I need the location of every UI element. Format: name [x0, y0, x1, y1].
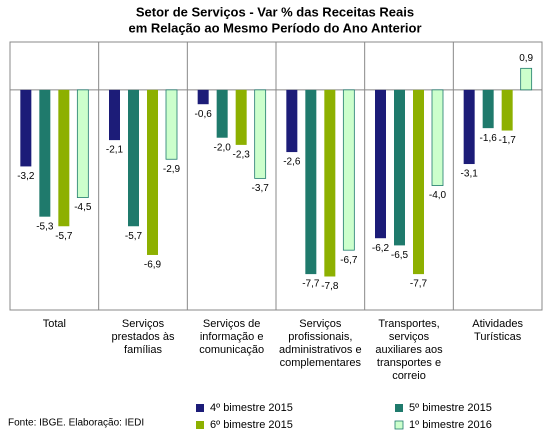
- legend-label: 5º bimestre 2015: [409, 402, 492, 414]
- legend-label: 6º bimestre 2015: [210, 419, 293, 431]
- bar: [254, 89, 267, 179]
- bar: [165, 89, 178, 160]
- x-tick-label: Turísticas: [474, 331, 522, 343]
- x-tick-label: serviços: [389, 331, 430, 343]
- data-label: -2,3: [233, 150, 251, 161]
- x-tick-label: complementares: [280, 357, 362, 369]
- data-label: -2,1: [106, 145, 124, 156]
- data-label: -5,3: [36, 221, 54, 232]
- data-label: -3,7: [252, 183, 270, 194]
- data-label: -1,6: [480, 133, 498, 144]
- x-tick-label: comunicação: [199, 344, 264, 356]
- data-label: -6,2: [372, 243, 390, 254]
- bar: [431, 89, 444, 186]
- bar: [39, 89, 51, 217]
- x-tick-label: Serviços de: [203, 318, 260, 330]
- bar: [109, 89, 120, 141]
- data-label: -3,2: [17, 171, 35, 182]
- bar: [128, 89, 139, 227]
- bar: [305, 89, 317, 275]
- bar: [463, 89, 475, 165]
- data-label: -7,7: [410, 279, 428, 290]
- data-label: -5,7: [55, 231, 73, 242]
- data-label: -6,9: [144, 260, 162, 271]
- data-label: 0,9: [519, 53, 533, 64]
- source: Fonte: IBGE. Elaboração: IEDI: [8, 418, 144, 429]
- data-label: -7,7: [302, 279, 320, 290]
- x-tick-label: informação e: [200, 331, 264, 343]
- data-label: -2,6: [283, 157, 301, 168]
- chart-title: em Relação ao Mesmo Período do Ano Anter…: [128, 20, 421, 35]
- x-tick-label: prestados às: [112, 331, 175, 343]
- legend-swatch: [196, 421, 204, 429]
- legend-swatch: [394, 420, 404, 430]
- data-label: -3,1: [461, 169, 479, 180]
- x-tick-label: administrativos e: [279, 344, 362, 356]
- bar: [147, 89, 158, 255]
- bar: [342, 89, 355, 251]
- data-label: -2,0: [214, 142, 232, 153]
- bar: [482, 89, 494, 129]
- data-label: -0,6: [195, 109, 213, 120]
- x-tick-label: Serviços: [299, 318, 342, 330]
- data-label: -6,5: [391, 250, 409, 261]
- bar: [501, 89, 513, 131]
- data-label: -4,5: [74, 202, 92, 213]
- bar: [235, 89, 247, 145]
- legend-swatch: [196, 404, 204, 412]
- legend-label: 4º bimestre 2015: [210, 402, 293, 414]
- bar: [286, 89, 298, 153]
- data-label: -7,8: [321, 281, 339, 292]
- data-label: -6,7: [340, 255, 358, 266]
- x-tick-label: transportes e: [377, 357, 441, 369]
- x-tick-label: Transportes,: [378, 318, 439, 330]
- x-tick-label: auxiliares aos: [375, 344, 443, 356]
- data-label: -1,7: [499, 135, 517, 146]
- bar: [520, 67, 533, 91]
- bar: [216, 89, 228, 138]
- x-tick-label: Serviços: [122, 318, 165, 330]
- x-tick-label: profissionais,: [288, 331, 352, 343]
- data-label: -4,0: [429, 190, 447, 201]
- data-label: -5,7: [125, 231, 143, 242]
- bar: [76, 89, 89, 198]
- x-tick-label: correio: [392, 370, 426, 382]
- legend-label: 1º bimestre 2016: [409, 419, 492, 431]
- x-tick-label: Atividades: [472, 318, 523, 330]
- bar: [375, 89, 386, 239]
- x-tick-label: famílias: [124, 344, 162, 356]
- bar: [197, 89, 209, 105]
- bar: [324, 89, 336, 277]
- bar: [20, 89, 32, 167]
- bar: [58, 89, 70, 227]
- legend-swatch: [395, 404, 403, 412]
- bar: [413, 89, 424, 275]
- x-tick-label: Total: [43, 318, 66, 330]
- bar: [394, 89, 405, 246]
- chart-title: Setor de Serviços - Var % das Receitas R…: [136, 4, 414, 19]
- data-label: -2,9: [163, 164, 181, 175]
